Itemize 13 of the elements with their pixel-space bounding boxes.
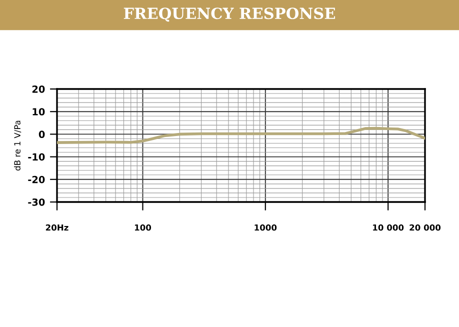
chart-title: FREQUENCY RESPONSE — [124, 8, 336, 22]
x-tick-label: 100 — [134, 224, 152, 231]
x-tick-label: 20 000 — [410, 224, 441, 231]
y-tick-label: -20 — [28, 176, 45, 184]
y-tick-label: -10 — [28, 153, 45, 161]
y-tick-label: -30 — [28, 198, 45, 206]
y-tick-label: 20 — [32, 85, 45, 93]
x-tick-label: 1000 — [254, 224, 277, 231]
y-tick-label: 10 — [32, 108, 45, 116]
x-tick-label: 20Hz — [46, 224, 68, 231]
y-tick-label: 0 — [38, 130, 45, 138]
y-axis-title: dB re 1 V/Pa — [14, 120, 22, 170]
x-tick-label: 10 000 — [373, 224, 404, 231]
